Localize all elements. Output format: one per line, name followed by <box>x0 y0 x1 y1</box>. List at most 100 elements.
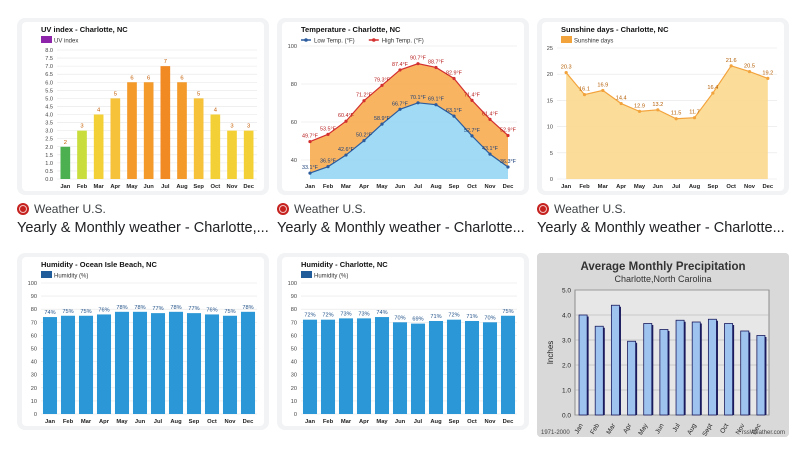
x-tick-label: Feb <box>77 184 88 190</box>
x-tick-label: Oct <box>467 184 477 190</box>
y-tick-label: 5.5 <box>45 88 53 94</box>
y-tick-label: 7.0 <box>45 64 53 70</box>
y-tick-label: 30 <box>291 373 297 379</box>
high-temp-label: 53.5°F <box>320 126 337 132</box>
high-temp-label: 61.4°F <box>482 111 499 117</box>
y-tick-label: 0.5 <box>45 169 53 175</box>
sunshine-point <box>619 101 623 106</box>
x-tick-label: Jul <box>154 419 163 425</box>
x-tick-label: Jul <box>161 184 170 190</box>
humidity-value-label: 78% <box>116 305 127 311</box>
low-temp-point <box>308 171 312 175</box>
y-tick-label: 70 <box>291 320 297 326</box>
result-source-2[interactable]: Weather U.S. <box>277 202 366 216</box>
low-temp-label: 70.1°F <box>410 95 427 101</box>
footnote-period: 1971-2000 <box>541 430 570 436</box>
low-temp-point <box>416 101 420 105</box>
y-tick-label: 4.5 <box>45 104 53 110</box>
legend-label: Humidity (%) <box>54 274 88 280</box>
x-tick-label: Sep <box>449 419 460 425</box>
high-temp-point <box>326 132 330 136</box>
high-temp-point <box>506 133 510 138</box>
precip-bar <box>707 318 717 416</box>
result-title-1[interactable]: Yearly & Monthly weather - Charlotte,... <box>17 220 269 236</box>
y-tick-label: 7.5 <box>45 56 53 62</box>
y-tick-label: 100 <box>288 44 297 50</box>
low-temp-label: 58.9°F <box>374 116 391 122</box>
high-temp-label: 90.7°F <box>410 56 427 62</box>
humidity-bar <box>186 313 202 414</box>
sunshine-point <box>711 91 715 95</box>
humidity-value-label: 75% <box>224 309 235 315</box>
globe-icon <box>17 203 29 215</box>
x-tick-label: Dec <box>503 419 514 425</box>
high-temp-label: 71.2°F <box>356 93 373 99</box>
y-tick-label: 80 <box>31 307 37 313</box>
low-temp-point <box>452 114 456 118</box>
source-name: Weather U.S. <box>294 202 366 216</box>
y-tick-label: 0 <box>34 412 37 418</box>
temperature-chart: Temperature - Charlotte, NC Low Temp. (°F… <box>282 22 524 191</box>
y-tick-label: 20 <box>547 72 553 78</box>
uv-index-chart: UV index - Charlotte, NC UV index 0.0 0.5 1.… <box>22 22 264 191</box>
x-tick-label: Jan <box>45 419 55 425</box>
x-tick-label: Sep <box>449 184 460 190</box>
precip-bar <box>578 314 588 416</box>
x-tick-label: Jan <box>574 422 585 435</box>
y-tick-label: 90 <box>291 294 297 300</box>
x-tick-label: Nov <box>227 184 239 190</box>
precip-bar <box>627 340 637 416</box>
high-temp-label: 71.4°F <box>464 92 481 98</box>
result-title-2[interactable]: Yearly & Monthly weather - Charlotte... <box>277 220 525 236</box>
sunshine-point <box>674 117 678 121</box>
humidity-value-label: 73% <box>340 311 351 317</box>
legend-swatch <box>561 36 572 43</box>
low-temp-point <box>470 134 474 138</box>
high-temp-label: 87.4°F <box>392 62 409 68</box>
y-tick-label: 20 <box>291 386 297 392</box>
sunshine-label: 12.9 <box>634 103 645 109</box>
temperature-chart-card[interactable]: Temperature - Charlotte, NC Low Temp. (°F… <box>277 18 529 195</box>
humidity-value-label: 73% <box>358 311 369 317</box>
x-tick-label: May <box>116 419 128 425</box>
sunshine-point <box>601 88 605 93</box>
result-source-1[interactable]: Weather U.S. <box>17 202 106 216</box>
x-tick-label: Nov <box>485 419 497 425</box>
humidity-charlotte-chart-card[interactable]: Humidity - Charlotte, NC Humidity (%) 0 10 2… <box>277 253 529 430</box>
x-tick-label: Feb <box>63 419 74 425</box>
precipitation-chart: Average Monthly PrecipitationCharlotte,N… <box>537 253 789 437</box>
x-tick-label: Feb <box>589 422 601 436</box>
low-temp-label: 69.1°F <box>428 97 445 103</box>
result-source-3[interactable]: Weather U.S. <box>537 202 626 216</box>
x-tick-label: Mar <box>341 184 352 190</box>
x-tick-label: May <box>634 184 646 190</box>
x-tick-label: Jan <box>561 184 571 190</box>
humidity-value-label: 71% <box>430 314 441 320</box>
chart-title: Sunshine days - Charlotte, NC <box>561 25 669 34</box>
high-temp-label: 79.3°F <box>374 77 391 83</box>
footnote-source: rssWeather.com <box>742 430 785 436</box>
humidity-bar <box>446 319 462 414</box>
uv-bar <box>60 146 71 179</box>
x-tick-label: Aug <box>430 184 442 190</box>
x-tick-label: Jun <box>395 419 406 425</box>
precip-bar <box>691 321 701 416</box>
result-title-3[interactable]: Yearly & Monthly weather - Charlotte... <box>537 220 785 236</box>
humidity-bar <box>500 315 516 414</box>
humidity-bar <box>168 311 184 414</box>
y-tick-label: 60 <box>291 333 297 339</box>
sunshine-label: 11.5 <box>671 111 681 117</box>
x-tick-label: Sep <box>189 419 200 425</box>
precipitation-chart-card[interactable]: Average Monthly Precipitation Charlotte,N… <box>537 253 789 437</box>
high-temp-point <box>380 83 384 87</box>
y-tick-label: 50 <box>291 347 297 353</box>
humidity-ocean-isle-chart-card[interactable]: Humidity - Ocean Isle Beach, NC Humidity … <box>17 253 269 430</box>
x-tick-label: Mar <box>598 184 609 190</box>
sunshine-chart-card[interactable]: Sunshine days - Charlotte, NC Sunshine da… <box>537 18 789 195</box>
legend-label: Humidity (%) <box>314 274 348 280</box>
low-temp-point <box>326 165 330 169</box>
precip-bar <box>740 330 750 416</box>
uv-index-chart-card[interactable]: UV index - Charlotte, NC UV index 0.0 0.5 1.… <box>17 18 269 195</box>
x-tick-label: Apr <box>359 419 370 425</box>
y-tick-label: 90 <box>31 294 37 300</box>
